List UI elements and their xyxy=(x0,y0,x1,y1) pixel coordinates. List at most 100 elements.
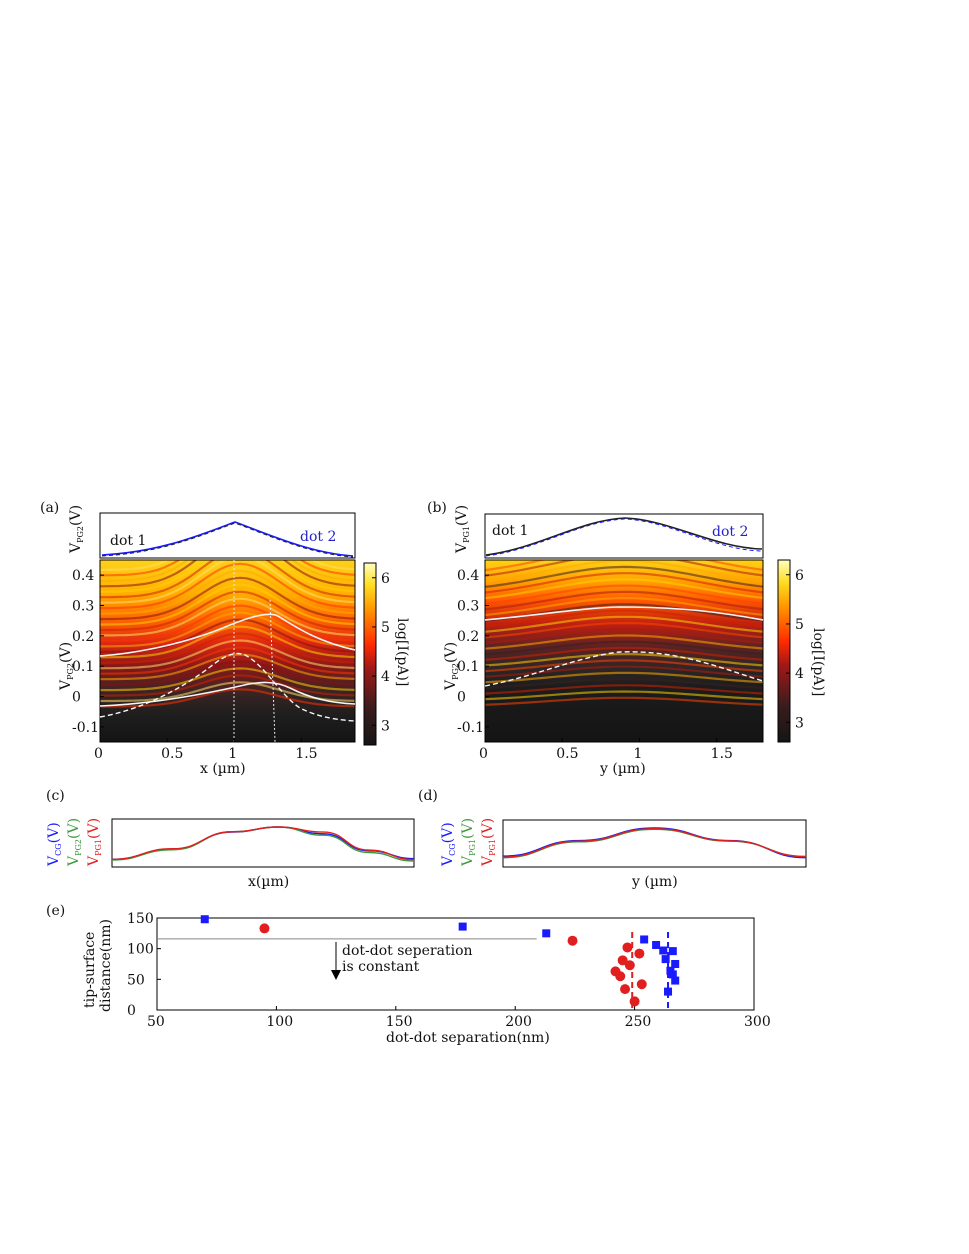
y-tick-label: 0.4 xyxy=(72,568,94,584)
heatmap-band xyxy=(100,660,355,686)
heatmap-band xyxy=(100,560,355,588)
panel-a-colorbar xyxy=(363,562,377,746)
y-tick-label: 0.1 xyxy=(72,659,94,675)
panel-a-top-profile-blue xyxy=(101,521,354,557)
panel-a-curve-lower xyxy=(99,681,356,707)
panel-a-top-axes xyxy=(99,512,356,559)
scatter-point-circle xyxy=(567,935,578,946)
panel-d-label-pg1-red: VPG1(V) xyxy=(480,818,497,867)
heatmap-band xyxy=(485,615,763,633)
colorbar-tick-label: 4 xyxy=(381,669,390,685)
scatter-point-square xyxy=(200,915,209,924)
panel-c-label: (c) xyxy=(46,788,65,804)
heatmap-band xyxy=(485,671,763,684)
scatter-point-square xyxy=(664,987,673,996)
panel-e-arrow-head xyxy=(331,970,341,980)
x-tick-label: 0 xyxy=(94,746,103,762)
x-tick-label: 1.5 xyxy=(711,746,733,762)
heatmap-band xyxy=(100,576,355,621)
panel-b-colorbar-label: log[I(pA)] xyxy=(810,628,826,696)
panel-e-axes xyxy=(156,917,755,1011)
panel-d-label: (d) xyxy=(418,788,438,804)
scatter-point-square xyxy=(661,955,670,964)
panel-e: tip-surface distance(nm) dot-dot separat… xyxy=(82,911,771,1046)
y-tick-label: 0.4 xyxy=(457,568,479,584)
colorbar-tick-label: 5 xyxy=(795,617,804,633)
heatmap-band xyxy=(485,597,763,617)
y-tick-label: 0 xyxy=(127,1003,136,1019)
panel-c-label-pg1: VPG1(V) xyxy=(86,818,103,867)
panel-b-curve-dashed xyxy=(484,651,764,687)
scatter-point-square xyxy=(458,922,467,931)
panel-b-axes xyxy=(484,559,764,743)
heatmap-band xyxy=(100,560,355,604)
heatmap-band xyxy=(100,611,355,648)
heatmap-band xyxy=(485,609,763,628)
y-tick-label: 100 xyxy=(127,942,154,958)
panel-b-top-profile xyxy=(485,517,763,556)
panel-a-ylabel: VPG2(V) xyxy=(58,642,75,691)
panel-e-ylabel-line2: distance(nm) xyxy=(98,919,114,1012)
panel-b: VPG1(V) dot 1 dot 2 0 0.5 1 1.5 0.4 0.3 0.2 0.1… xyxy=(443,505,826,777)
panel-a-label: (a) xyxy=(40,500,59,516)
heatmap-band xyxy=(100,632,355,664)
panel-c-xlabel: x(µm) xyxy=(248,874,289,890)
x-tick-label: 0 xyxy=(479,746,488,762)
y-tick-label: 0.1 xyxy=(457,659,479,675)
y-tick-label: -0.1 xyxy=(72,720,99,736)
y-tick-label: 0.3 xyxy=(72,599,94,615)
colorbar-tick-label: 5 xyxy=(381,620,390,636)
x-tick-label: 1 xyxy=(633,746,642,762)
heatmap-band xyxy=(485,653,763,667)
scatter-point-circle xyxy=(636,979,647,990)
heatmap-band xyxy=(100,653,355,681)
heatmap-band xyxy=(100,597,355,637)
scatter-point-square xyxy=(659,946,668,955)
colorbar-tick-label: 6 xyxy=(381,571,390,587)
heatmap-band xyxy=(485,646,763,661)
heatmap-band xyxy=(485,560,763,572)
series-line-1 xyxy=(502,828,807,859)
scatter-point-square xyxy=(640,935,649,944)
series-line-0 xyxy=(111,826,415,860)
heatmap-band xyxy=(485,684,763,695)
heatmap-band xyxy=(485,696,763,706)
scatter-point-square xyxy=(668,947,677,956)
x-tick-label: 0.5 xyxy=(556,746,578,762)
y-tick-label: -0.1 xyxy=(457,720,484,736)
x-tick-label: 250 xyxy=(625,1014,652,1030)
heatmap-band xyxy=(100,583,355,626)
panel-d-label-cg: VCG(V) xyxy=(440,822,457,867)
y-tick-label: 150 xyxy=(127,911,154,927)
scatter-point-square xyxy=(652,940,661,949)
panel-a-colorbar-label: log[I(pA)] xyxy=(394,618,410,686)
y-tick-label: 0.2 xyxy=(72,629,94,645)
panel-b-label: (b) xyxy=(427,500,447,516)
colorbar-tick-label: 3 xyxy=(795,715,804,731)
scatter-point-circle xyxy=(615,971,626,982)
heatmap-band xyxy=(485,560,763,577)
heatmap-band xyxy=(100,646,355,675)
heatmap-band xyxy=(485,584,763,605)
heatmap-band xyxy=(100,560,355,582)
heatmap-band xyxy=(100,560,355,599)
panel-a-xlabel: x (µm) xyxy=(200,761,246,777)
heatmap-band xyxy=(100,604,355,642)
scatter-point-circle xyxy=(622,942,633,953)
panel-d-label-pg1-green: VPG1(V) xyxy=(460,818,477,867)
heatmap-band xyxy=(100,667,355,692)
panel-b-ylabel: VPG2(V) xyxy=(443,642,460,691)
heatmap-band xyxy=(100,625,355,659)
x-tick-label: 150 xyxy=(386,1014,413,1030)
panel-c-label-pg2: VPG2(V) xyxy=(66,818,83,867)
panel-c-label-cg: VCG(V) xyxy=(46,822,63,867)
x-tick-label: 1 xyxy=(228,746,237,762)
panel-b-heatmap xyxy=(485,560,763,742)
heatmap-band xyxy=(485,578,763,600)
heatmap-band xyxy=(485,621,763,639)
heatmap-band xyxy=(485,665,763,678)
panel-b-top-ylabel: VPG1(V) xyxy=(454,505,471,554)
y-tick-label: 50 xyxy=(127,972,145,988)
y-tick-label: 0 xyxy=(457,690,466,706)
